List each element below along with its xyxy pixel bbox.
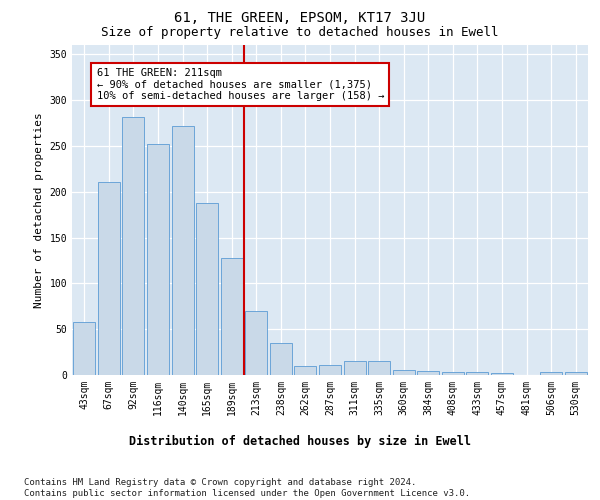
- Bar: [245, 311, 268, 375]
- Bar: [196, 202, 218, 375]
- Bar: [491, 373, 513, 375]
- Bar: [368, 361, 390, 375]
- Bar: [392, 370, 415, 375]
- Bar: [540, 372, 562, 375]
- Bar: [221, 258, 243, 375]
- Bar: [466, 372, 488, 375]
- Text: 61 THE GREEN: 211sqm
← 90% of detached houses are smaller (1,375)
10% of semi-de: 61 THE GREEN: 211sqm ← 90% of detached h…: [97, 68, 384, 101]
- Bar: [295, 366, 316, 375]
- Bar: [417, 372, 439, 375]
- Text: Distribution of detached houses by size in Ewell: Distribution of detached houses by size …: [129, 435, 471, 448]
- Bar: [442, 372, 464, 375]
- Bar: [172, 126, 194, 375]
- Bar: [147, 144, 169, 375]
- Bar: [98, 182, 120, 375]
- Text: Size of property relative to detached houses in Ewell: Size of property relative to detached ho…: [101, 26, 499, 39]
- Text: Contains HM Land Registry data © Crown copyright and database right 2024.
Contai: Contains HM Land Registry data © Crown c…: [24, 478, 470, 498]
- Text: 61, THE GREEN, EPSOM, KT17 3JU: 61, THE GREEN, EPSOM, KT17 3JU: [175, 11, 425, 25]
- Bar: [565, 372, 587, 375]
- Bar: [270, 343, 292, 375]
- Bar: [122, 116, 145, 375]
- Bar: [319, 365, 341, 375]
- Bar: [344, 361, 365, 375]
- Y-axis label: Number of detached properties: Number of detached properties: [34, 112, 44, 308]
- Bar: [73, 322, 95, 375]
